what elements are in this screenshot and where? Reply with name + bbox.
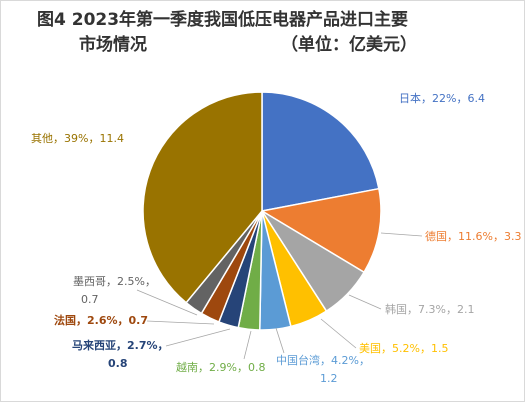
pie-slice-10 <box>142 91 263 304</box>
chart-unit: （单位：亿美元） <box>281 35 417 55</box>
data-label-3: 韩国，7.3%，2.1 <box>385 302 474 316</box>
data-label-8: 法国，2.6%，0.7 <box>54 313 148 327</box>
pie-slice-1 <box>261 91 380 212</box>
leader-line-2 <box>380 232 423 237</box>
data-label-5: 中国台湾，4.2%， 1.2 <box>276 353 370 385</box>
leader-line-3 <box>348 294 382 310</box>
data-label-1: 日本，22%，6.4 <box>399 91 485 105</box>
leader-line-4 <box>320 318 357 349</box>
chart-title-line2: 市场情况 <box>79 35 147 55</box>
leader-line-7 <box>165 328 231 347</box>
data-label-7: 马来西亚，2.7%， 0.8 <box>72 338 169 370</box>
leader-line-5 <box>275 327 285 354</box>
data-label-6: 越南，2.9%，0.8 <box>176 360 265 374</box>
pie-slice-2 <box>259 187 382 274</box>
data-label-4: 美国，5.2%，1.5 <box>359 342 448 355</box>
data-label-2: 德国，11.6%，3.3 <box>425 229 521 243</box>
leader-line-9 <box>136 289 198 316</box>
leader-line-8 <box>146 320 215 325</box>
data-label-9: 墨西哥，2.5%， 0.7 <box>73 275 156 306</box>
chart-title-line1: 图4 2023年第一季度我国低压电器产品进口主要 <box>37 10 409 30</box>
data-label-10: 其他，39%，11.4 <box>31 132 124 145</box>
leader-line-6 <box>243 330 252 360</box>
